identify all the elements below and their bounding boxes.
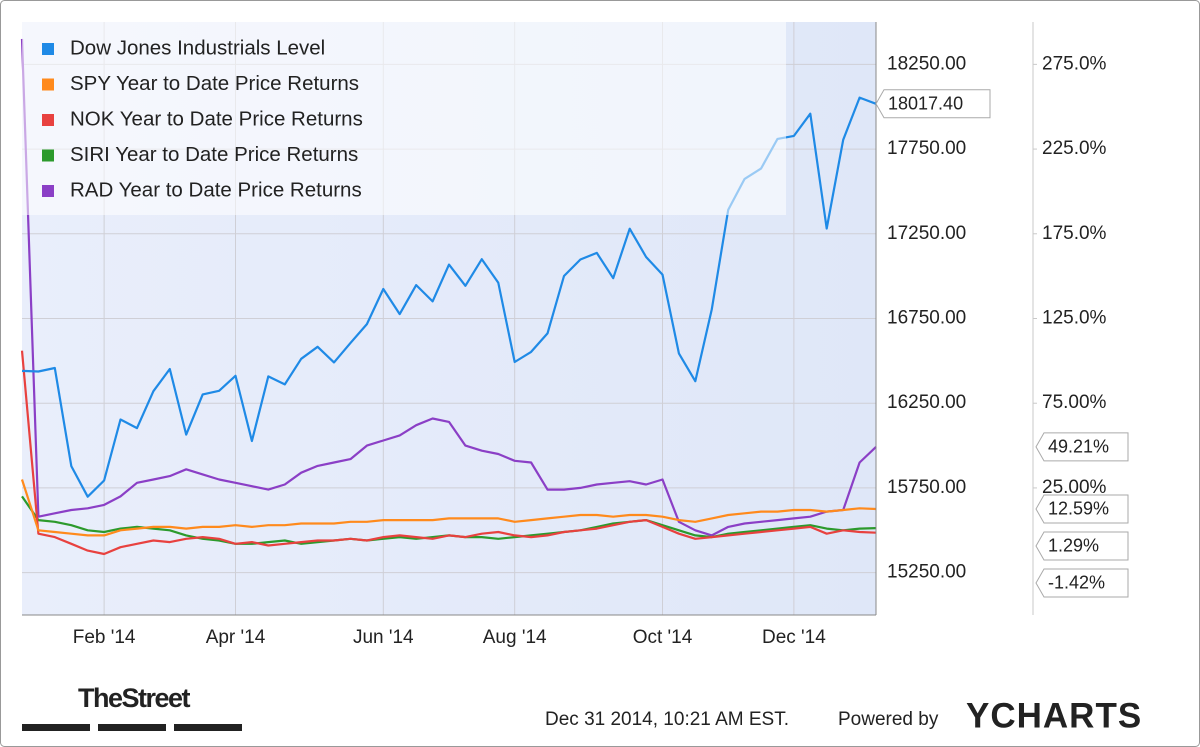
y2-tick-label: 125.0% — [1042, 308, 1107, 329]
legend-swatch — [42, 114, 54, 126]
legend-swatch — [42, 78, 54, 91]
y2-tick-label: 225.0% — [1042, 138, 1107, 159]
x-tick-label: Dec '14 — [762, 627, 826, 648]
y-tick-label: 16750.00 — [887, 308, 966, 329]
y2-tick-label: 25.00% — [1042, 477, 1107, 498]
y-tick-label: 17250.00 — [887, 223, 966, 244]
value-label-box — [1035, 432, 1129, 462]
powered-by: Powered by — [838, 709, 939, 730]
value-label: 18017.40 — [888, 94, 963, 114]
series-line — [20, 479, 877, 537]
x-tick-label: Feb '14 — [73, 627, 136, 648]
legend-swatch — [42, 185, 54, 197]
value-label: 12.59% — [1048, 499, 1109, 519]
logo-bar — [174, 724, 242, 731]
series-line — [20, 38, 877, 537]
legend-swatch — [42, 149, 54, 162]
timestamp: Dec 31 2014, 10:21 AM EST. — [545, 709, 789, 730]
legend-swatch — [42, 43, 54, 55]
series-line — [20, 350, 877, 556]
legend-label: SPY Year to Date Price Returns — [70, 72, 359, 95]
y2-tick-label: 275.0% — [1042, 53, 1107, 74]
x-tick-label: Apr '14 — [206, 627, 266, 648]
value-label: -1.42% — [1048, 573, 1105, 593]
value-label: 1.29% — [1048, 536, 1099, 556]
brand-logo: YCHARTS — [966, 696, 1142, 735]
legend-box — [22, 22, 786, 215]
y-tick-label: 16250.00 — [887, 392, 966, 413]
value-label-box — [875, 89, 991, 119]
value-label-box — [1035, 494, 1129, 524]
value-label-box — [1035, 568, 1129, 598]
x-tick-label: Oct '14 — [633, 627, 693, 648]
y-tick-label: 15750.00 — [887, 477, 966, 498]
x-tick-label: Aug '14 — [483, 627, 547, 648]
legend-label: SIRI Year to Date Price Returns — [70, 143, 358, 166]
y2-tick-label: 75.00% — [1042, 392, 1107, 413]
logo-bar — [98, 724, 166, 731]
y-tick-label: 15250.00 — [887, 562, 966, 583]
value-label: 49.21% — [1048, 437, 1109, 457]
y-tick-label: 18250.00 — [887, 53, 966, 74]
legend-label: RAD Year to Date Price Returns — [70, 178, 362, 201]
legend: Dow Jones Industrials Level SPY Year to D… — [22, 22, 786, 215]
value-label-box — [1035, 531, 1129, 561]
x-tick-label: Jun '14 — [353, 627, 414, 648]
source-logo: TheStreet — [78, 683, 191, 713]
y-tick-label: 17750.00 — [887, 138, 966, 159]
axis-labels: 15250.00 15750.00 16250.00 16750.00 17250.00… — [73, 53, 1129, 648]
legend-label: Dow Jones Industrials Level — [70, 36, 325, 59]
logo-bar — [22, 724, 90, 731]
legend-label: NOK Year to Date Price Returns — [70, 107, 363, 130]
y2-tick-label: 175.0% — [1042, 223, 1107, 244]
